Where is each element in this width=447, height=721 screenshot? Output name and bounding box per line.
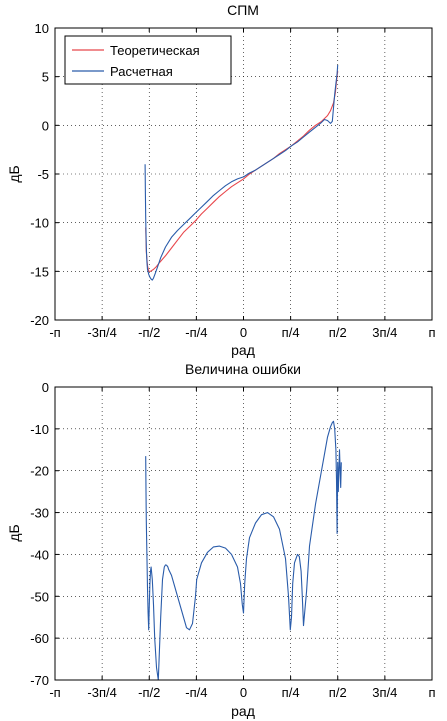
x-tick-label: -п/4 xyxy=(185,325,207,340)
legend-label-theoretical: Теоретическая xyxy=(110,43,200,58)
x-tick-label: 3п/4 xyxy=(372,325,397,340)
x-tick-label: -п xyxy=(49,685,60,700)
y-axis-label: дБ xyxy=(6,524,22,541)
y-tick-label: -20 xyxy=(30,464,49,479)
y-tick-label: -15 xyxy=(30,264,49,279)
x-tick-label: п xyxy=(428,685,435,700)
x-tick-label: п/4 xyxy=(282,685,300,700)
x-tick-label: п/2 xyxy=(329,685,347,700)
legend-label-calculated: Расчетная xyxy=(110,64,173,79)
y-tick-label: -10 xyxy=(30,216,49,231)
y-tick-label: -40 xyxy=(30,547,49,562)
x-tick-label: -3п/4 xyxy=(87,325,116,340)
x-tick-label: п xyxy=(428,325,435,340)
x-tick-label: 0 xyxy=(240,685,247,700)
plot-area xyxy=(55,387,432,680)
x-tick-label: -п/4 xyxy=(185,685,207,700)
y-tick-label: 0 xyxy=(42,380,49,395)
legend: Теоретическая Расчетная xyxy=(64,35,232,85)
x-tick-label: п/4 xyxy=(282,325,300,340)
y-tick-label: -50 xyxy=(30,589,49,604)
x-tick-label: -п/2 xyxy=(138,685,160,700)
y-tick-label: -30 xyxy=(30,506,49,521)
x-tick-label: 3п/4 xyxy=(372,685,397,700)
y-tick-label: -20 xyxy=(30,313,49,328)
spm-chart: СПМ -п -3п/4 -п/2 -п/4 0 п/4 п/2 3п/4 п 10 5 0 -5 -10… xyxy=(6,2,436,358)
series-group xyxy=(145,420,342,681)
x-axis-label: рад xyxy=(231,342,255,358)
chart-title: СПМ xyxy=(227,2,259,18)
y-tick-label: -70 xyxy=(30,673,49,688)
grid xyxy=(55,387,432,680)
x-tick-label: п/2 xyxy=(329,325,347,340)
x-tick-label: -п xyxy=(49,325,60,340)
ticks: -п -3п/4 -п/2 -п/4 0 п/4 п/2 3п/4 п 0 -10 -20 -30 -40… xyxy=(30,380,435,700)
series-line-1 xyxy=(144,64,339,281)
ticks: -п -3п/4 -п/2 -п/4 0 п/4 п/2 3п/4 п 10 5 0 -5 -10 -15 -… xyxy=(30,21,435,340)
x-axis-label: рад xyxy=(231,703,255,719)
y-tick-label: -5 xyxy=(37,167,49,182)
chart-title: Величина ошибки xyxy=(185,361,301,377)
y-tick-label: -60 xyxy=(30,631,49,646)
legend-box xyxy=(64,35,232,85)
y-tick-label: 10 xyxy=(35,21,49,36)
y-tick-label: 5 xyxy=(42,70,49,85)
series-group xyxy=(144,64,339,281)
x-tick-label: -п/2 xyxy=(138,325,160,340)
series-line-0 xyxy=(145,420,342,681)
y-axis-label: дБ xyxy=(6,165,22,182)
y-tick-label: 0 xyxy=(42,118,49,133)
error-chart: Величина ошибки -п -3п/4 -п/2 -п/4 0 п/4 п/2 3п… xyxy=(6,361,436,719)
x-tick-label: -3п/4 xyxy=(87,685,116,700)
x-tick-label: 0 xyxy=(240,325,247,340)
y-tick-label: -10 xyxy=(30,422,49,437)
